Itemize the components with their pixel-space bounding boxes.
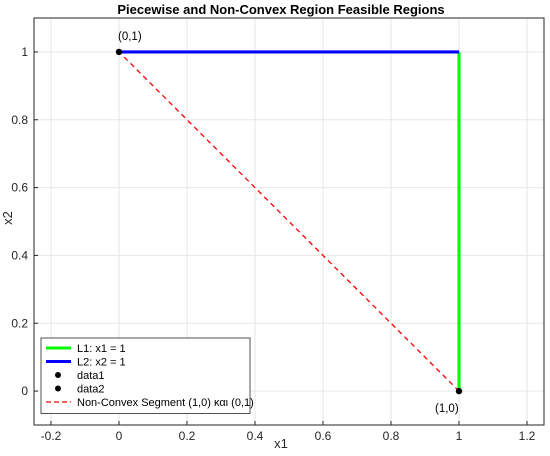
- legend-label: Non-Convex Segment (1,0) και (0,1): [77, 397, 254, 409]
- axes-border: [33, 17, 545, 426]
- legend-label: data2: [77, 384, 105, 396]
- legend-swatch-data1: [55, 372, 61, 378]
- y-axis-label: x2: [0, 211, 15, 225]
- x-tick-label: 1.2: [519, 429, 536, 443]
- y-tick-label: 0.2: [11, 316, 28, 330]
- x-tick-label: 1: [456, 429, 463, 443]
- data-point-data1: [115, 48, 123, 56]
- x-tick-label: 0.4: [247, 429, 264, 443]
- x-axis-label: x1: [274, 436, 288, 451]
- legend-label: L1: x1 = 1: [77, 343, 126, 355]
- x-tick-label: -0.2: [41, 429, 62, 443]
- series-layer: [115, 48, 463, 395]
- x-tick-label: 0.2: [179, 429, 196, 443]
- y-tick-label: 0.6: [11, 181, 28, 195]
- legend-box: [40, 337, 251, 414]
- x-tick-label: 0: [116, 429, 123, 443]
- point-annotation: (0,1): [118, 31, 142, 43]
- tick-marks: -0.2 0 0.2 0.4 0.6 0.8 1 1.2 0 0.2 0.4 0.6 0.8 1: [11, 45, 535, 443]
- y-tick-label: 0.8: [11, 113, 28, 127]
- x-tick-label: 0.8: [383, 429, 400, 443]
- annotations: (0,1) (1,0): [118, 31, 459, 415]
- legend-swatch-data2: [55, 385, 61, 392]
- point-annotation: (1,0): [435, 403, 459, 415]
- legend-label: data1: [77, 370, 105, 382]
- chart-title: Piecewise and Non-Convex Region Feasible…: [117, 2, 444, 17]
- series-line-non-convex-segment-1-0-0-1: [118, 51, 460, 392]
- legend-label: L2: x2 = 1: [77, 357, 126, 369]
- y-tick-label: 0.4: [11, 248, 28, 262]
- data-point-data2: [455, 387, 463, 395]
- y-tick-label: 1: [21, 45, 28, 59]
- x-tick-label: 0.6: [315, 429, 332, 443]
- y-tick-label: 0: [21, 384, 28, 398]
